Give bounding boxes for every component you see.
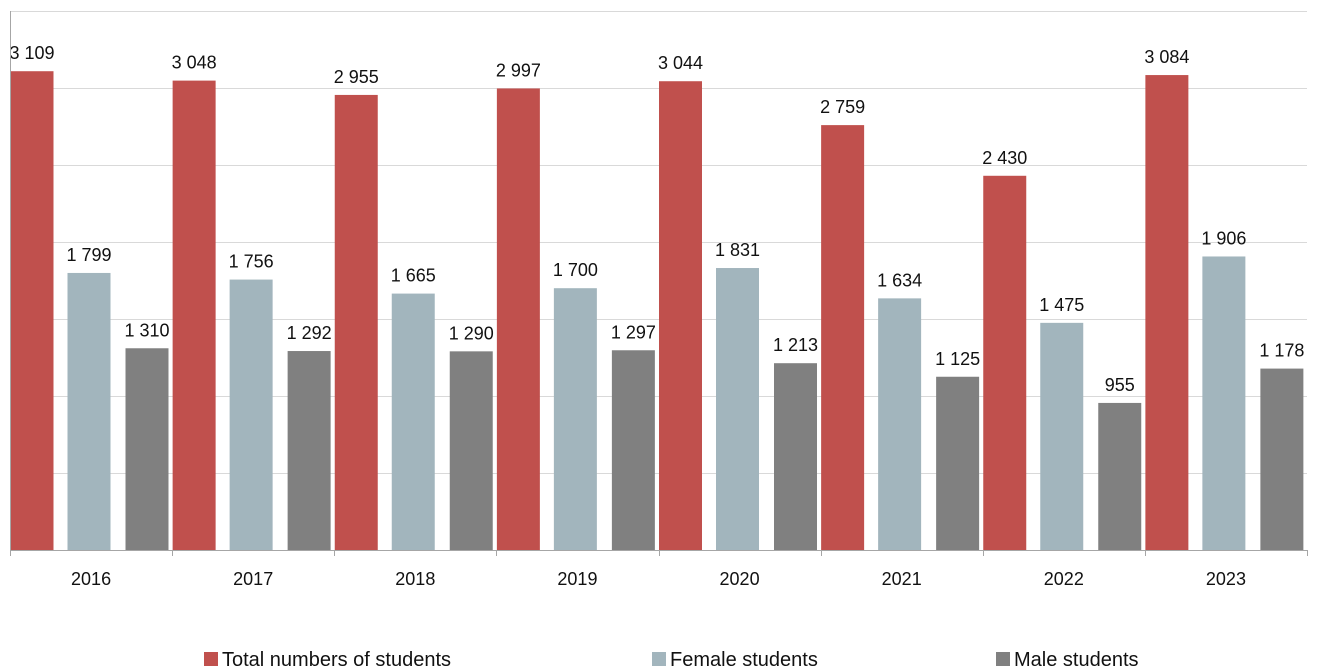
data-label: 1 906 <box>1201 228 1246 248</box>
bar-total-numbers-of-students-2023 <box>1145 75 1189 551</box>
bars <box>10 71 1304 551</box>
bar-female-students-2017 <box>229 279 273 550</box>
data-label: 1 700 <box>553 260 598 280</box>
data-label: 3 084 <box>1144 47 1189 67</box>
legend-label: Male students <box>1014 649 1139 670</box>
x-tick-label: 2018 <box>395 569 435 589</box>
bar-male-students-2017 <box>287 351 331 550</box>
bar-male-students-2020 <box>774 363 817 550</box>
data-label: 1 756 <box>229 252 274 272</box>
data-labels: 3 109 1 799 1 310 3 048 1 756 1 292 2 955 1 665… <box>9 43 1304 395</box>
x-tick-label: 2017 <box>233 569 273 589</box>
bar-female-students-2018 <box>391 293 435 550</box>
data-label: 1 213 <box>773 335 818 355</box>
data-label: 1 125 <box>935 349 980 369</box>
bar-total-numbers-of-students-2018 <box>334 94 378 551</box>
bar-total-numbers-of-students-2017 <box>172 80 216 550</box>
gridlines <box>10 11 1307 474</box>
data-label: 1 665 <box>391 266 436 286</box>
bar-female-students-2019 <box>553 288 597 550</box>
bar-female-students-2020 <box>716 268 759 550</box>
bar-total-numbers-of-students-2021 <box>821 125 865 550</box>
bar-female-students-2022 <box>1040 322 1084 550</box>
bar-female-students-2023 <box>1202 256 1246 550</box>
bar-male-students-2018 <box>449 351 493 550</box>
bar-male-students-2022 <box>1098 402 1142 550</box>
data-label: 1 634 <box>877 270 922 290</box>
data-label: 1 290 <box>449 323 494 343</box>
bar-male-students-2019 <box>611 350 655 550</box>
data-label: 1 831 <box>715 240 760 260</box>
x-tick-label: 2019 <box>557 569 597 589</box>
legend-swatch <box>996 652 1010 666</box>
legend-label: Female students <box>670 649 818 670</box>
data-label: 1 799 <box>66 245 111 265</box>
data-label: 955 <box>1105 375 1135 395</box>
x-tick-label: 2021 <box>882 569 922 589</box>
bar-total-numbers-of-students-2020 <box>659 81 702 550</box>
data-label: 1 292 <box>287 323 332 343</box>
data-label: 1 178 <box>1259 341 1304 361</box>
legend-label: Total numbers of students <box>222 649 451 670</box>
bar-male-students-2016 <box>125 348 169 550</box>
data-label: 1 310 <box>124 320 169 340</box>
data-label: 1 297 <box>611 322 656 342</box>
data-label: 2 955 <box>334 67 379 87</box>
data-label: 2 430 <box>982 148 1027 168</box>
x-tick-label: 2023 <box>1206 569 1246 589</box>
bar-male-students-2021 <box>936 376 980 550</box>
data-label: 3 044 <box>658 53 703 73</box>
data-label: 3 109 <box>9 43 54 63</box>
x-tick-label: 2016 <box>71 569 111 589</box>
data-label: 2 997 <box>496 60 541 80</box>
x-tick-label: 2022 <box>1044 569 1084 589</box>
bar-male-students-2023 <box>1260 368 1304 550</box>
data-label: 2 759 <box>820 97 865 117</box>
data-label: 1 475 <box>1039 295 1084 315</box>
legend-swatch <box>652 652 666 666</box>
bar-female-students-2021 <box>878 298 922 550</box>
bar-total-numbers-of-students-2019 <box>496 88 540 550</box>
legend-swatch <box>204 652 218 666</box>
x-tick-label: 2020 <box>720 569 760 589</box>
data-label: 3 048 <box>172 53 217 73</box>
bar-total-numbers-of-students-2016 <box>10 71 54 551</box>
legend: Total numbers of students Female students… <box>204 649 1139 670</box>
x-axis: 2016 2017 2018 2019 2020 2021 2022 2023 <box>10 11 1308 589</box>
bar-total-numbers-of-students-2022 <box>983 175 1027 550</box>
bar-female-students-2016 <box>67 272 111 550</box>
